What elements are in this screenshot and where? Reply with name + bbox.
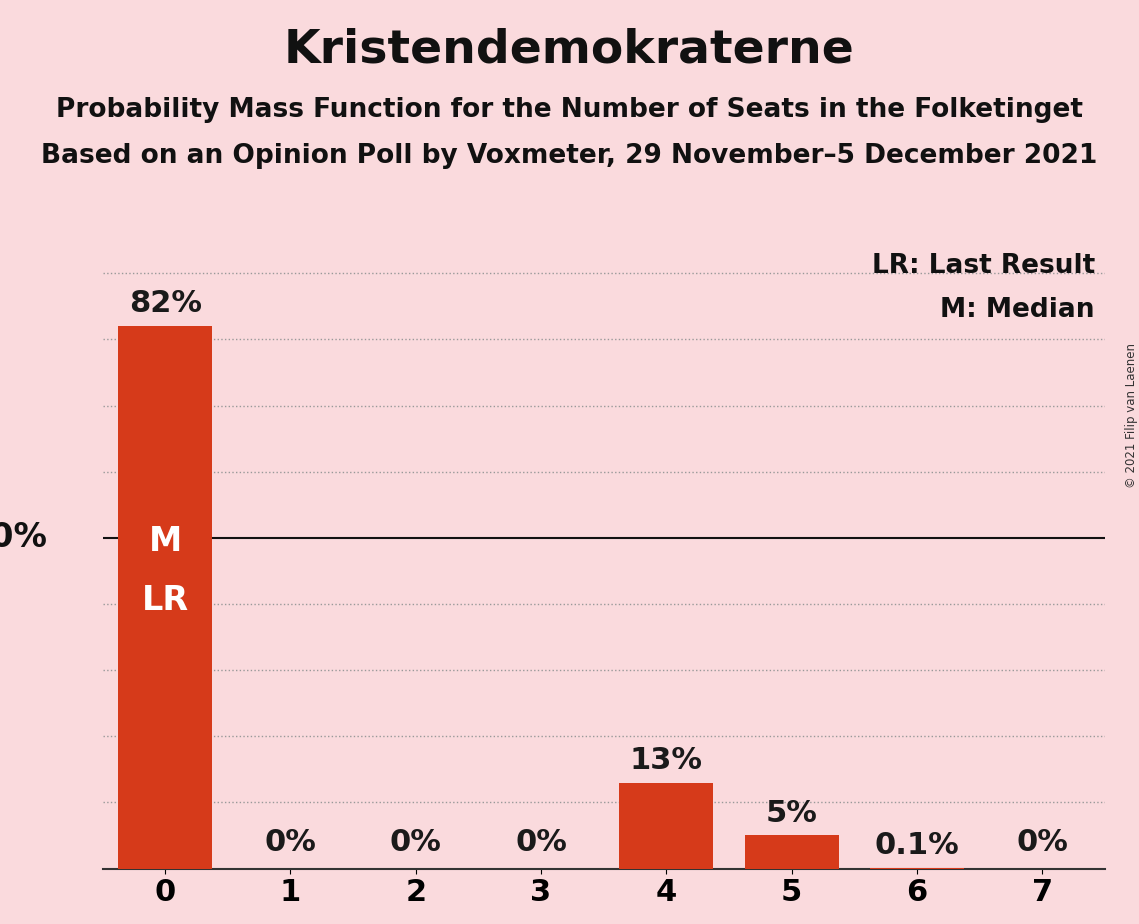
Text: Based on an Opinion Poll by Voxmeter, 29 November–5 December 2021: Based on an Opinion Poll by Voxmeter, 29…	[41, 143, 1098, 169]
Text: 0%: 0%	[1016, 828, 1068, 857]
Text: M: Median: M: Median	[941, 297, 1095, 322]
Text: 5%: 5%	[765, 798, 818, 828]
Text: LR: LR	[141, 584, 189, 617]
Text: M: M	[148, 525, 182, 558]
Text: Kristendemokraterne: Kristendemokraterne	[284, 28, 855, 73]
Text: 50%: 50%	[0, 521, 48, 554]
Text: 13%: 13%	[630, 746, 703, 774]
Text: 0.1%: 0.1%	[875, 831, 959, 860]
Text: 0%: 0%	[264, 828, 317, 857]
Bar	[118, 326, 212, 869]
Bar	[745, 835, 838, 869]
Text: 82%: 82%	[129, 289, 202, 318]
Bar	[620, 783, 713, 869]
Text: 0%: 0%	[515, 828, 567, 857]
Text: © 2021 Filip van Laenen: © 2021 Filip van Laenen	[1124, 344, 1138, 488]
Text: Probability Mass Function for the Number of Seats in the Folketinget: Probability Mass Function for the Number…	[56, 97, 1083, 123]
Text: LR: Last Result: LR: Last Result	[871, 253, 1095, 279]
Text: 0%: 0%	[390, 828, 442, 857]
